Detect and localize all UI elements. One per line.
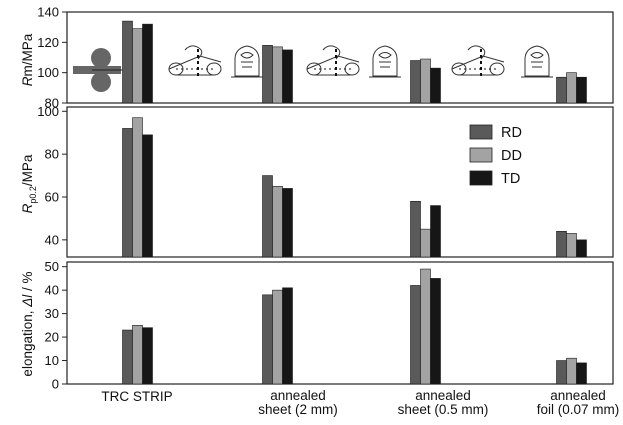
cold-rolling-sketch-icon-2 — [306, 45, 360, 76]
bar-elong-g1-dd — [272, 289, 283, 385]
legend-label-rd: RD — [501, 125, 522, 141]
bar-rm-g1-td — [282, 49, 293, 104]
category-label-foil-l2: foil (0.07 mm) — [537, 402, 620, 417]
ytick-label-elong-30: 30 — [45, 306, 59, 321]
cold-rolling-sketch-icon-3 — [451, 45, 505, 76]
bar-elong-g3-rd — [556, 360, 567, 385]
ytick-label-rp-60: 60 — [45, 190, 59, 205]
bar-elong-g3-dd — [566, 357, 577, 385]
bar-elong-g0-dd — [132, 325, 143, 385]
category-label-sheet-05mm-l2: sheet (0.5 mm) — [398, 402, 489, 417]
bar-rp-g3-rd — [556, 230, 567, 258]
bar-rp-g2-td — [430, 205, 441, 258]
annealing-furnace-icon-2 — [369, 45, 401, 78]
bar-rm-g3-td — [576, 76, 587, 104]
bar-rm-g3-rd — [556, 76, 567, 104]
legend-label-dd: DD — [501, 148, 522, 164]
bar-rp-g3-dd — [566, 233, 577, 258]
ytick-label-rm-140: 140 — [37, 5, 59, 20]
panel-rm-frame — [66, 11, 614, 104]
ytick-label-rp-100: 100 — [37, 104, 59, 119]
bar-rp-g0-dd — [132, 117, 143, 258]
bar-rp-g1-dd — [272, 185, 283, 258]
bar-rm-g2-dd — [420, 58, 431, 104]
bar-rp-g2-dd — [420, 228, 431, 258]
bar-elong-g2-dd — [420, 268, 431, 385]
bar-rp-g0-td — [142, 134, 153, 258]
annealing-furnace-icon-3 — [521, 45, 553, 78]
legend-swatch-td — [469, 170, 493, 186]
annealing-furnace-icon-1 — [231, 45, 263, 78]
panel-elongation-frame — [66, 261, 614, 385]
bar-elong-g0-td — [142, 327, 153, 385]
bar-elong-g3-td — [576, 362, 587, 385]
bar-rp-g2-rd — [410, 200, 421, 258]
legend-swatch-rd — [469, 124, 493, 140]
bar-rm-g0-dd — [132, 28, 143, 104]
bar-rm-g3-dd — [566, 72, 577, 104]
bar-rm-g0-rd — [122, 20, 133, 104]
legend-label-td: TD — [501, 171, 520, 187]
ytick-label-rm-120: 120 — [37, 35, 59, 50]
bar-rm-g1-rd — [262, 45, 273, 104]
ytick-label-elong-40: 40 — [45, 283, 59, 298]
bar-elong-g1-td — [282, 287, 293, 385]
bars-layer — [122, 20, 587, 385]
rolling-mill-icon — [73, 48, 126, 92]
ytick-label-elong-0: 0 — [52, 377, 59, 392]
bar-rp-g0-rd — [122, 128, 133, 258]
cold-rolling-sketch-icon-1 — [168, 45, 222, 76]
ytick-label-rp-40: 40 — [45, 232, 59, 247]
bar-rp-g3-td — [576, 239, 587, 258]
category-label-sheet-05mm-l1: annealed — [415, 388, 471, 403]
category-label-sheet-2mm-l2: sheet (2 mm) — [258, 402, 338, 417]
bar-elong-g2-rd — [410, 285, 421, 385]
bar-rp-g1-td — [282, 188, 293, 258]
ytick-label-rp-80: 80 — [45, 147, 59, 162]
ytick-label-rm-100: 100 — [37, 65, 59, 80]
elongation-axis-label: elongation, Δl / % — [20, 271, 35, 376]
bar-elong-g1-rd — [262, 294, 273, 385]
rm-axis-label: Rm/MPa — [20, 33, 35, 86]
legend: RD DD TD — [469, 124, 522, 187]
category-label-foil-l1: annealed — [550, 388, 606, 403]
bar-rp-g1-rd — [262, 175, 273, 258]
bar-elong-g2-td — [430, 278, 441, 385]
rp-axis-label: Rp0.2/MPa — [20, 154, 38, 213]
category-label-trc-strip: TRC STRIP — [101, 389, 172, 404]
bar-rm-g2-td — [430, 67, 441, 104]
category-label-sheet-2mm-l1: annealed — [270, 388, 326, 403]
ytick-label-rm-80: 80 — [45, 96, 59, 111]
bar-rm-g2-rd — [410, 60, 421, 104]
bar-rm-g0-td — [142, 23, 153, 104]
bar-rm-g1-dd — [272, 46, 283, 104]
panel-rp-frame — [66, 106, 614, 258]
bar-elong-g0-rd — [122, 329, 133, 385]
ytick-label-elong-50: 50 — [45, 259, 59, 274]
ytick-label-elong-10: 10 — [45, 353, 59, 368]
ytick-label-elong-20: 20 — [45, 330, 59, 345]
legend-swatch-dd — [469, 147, 493, 163]
